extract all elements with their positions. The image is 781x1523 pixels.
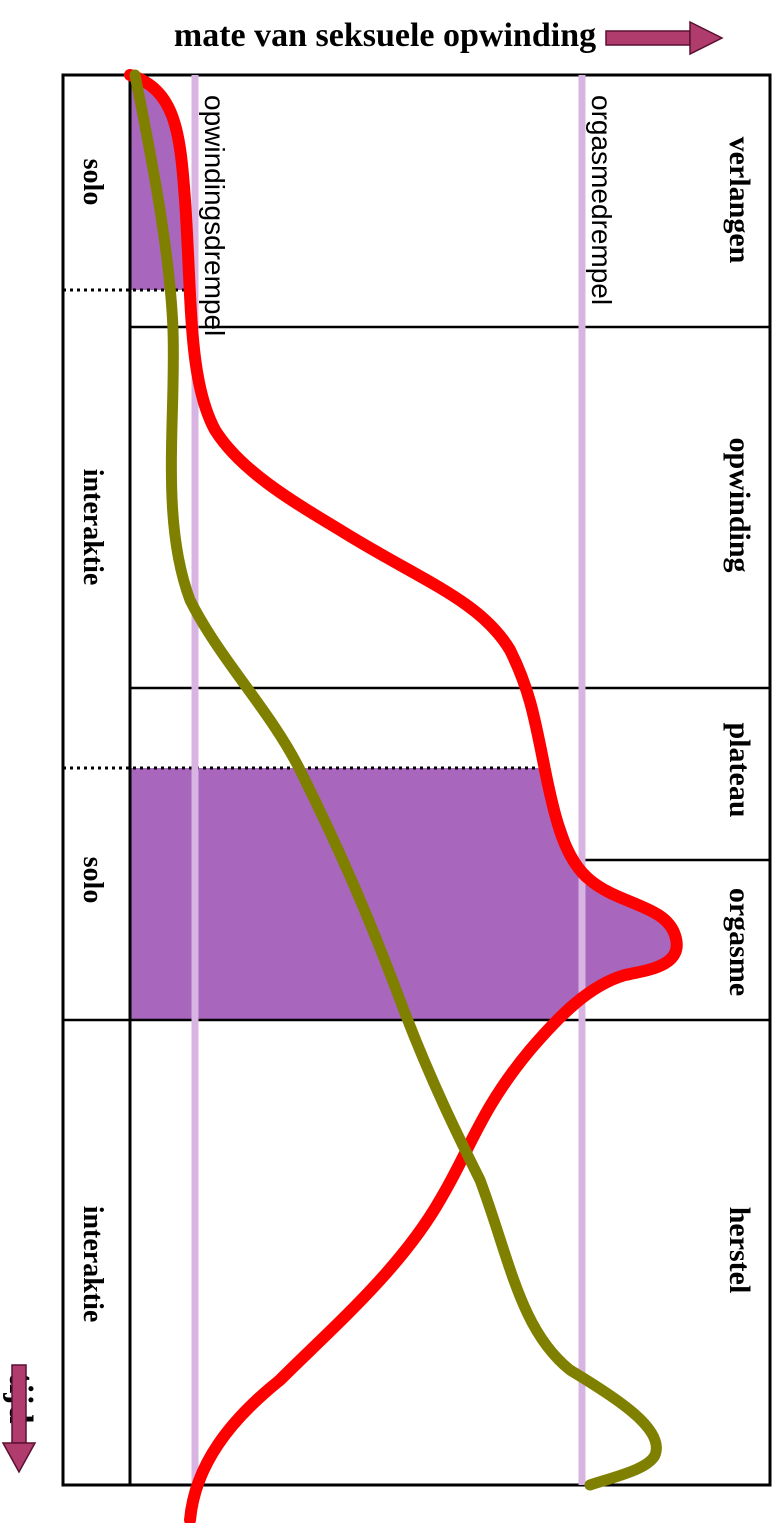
solo-region-2: [130, 768, 677, 1020]
phase-label-verlangen: verlangen: [723, 137, 756, 264]
down-arrow-icon: [1, 1364, 37, 1474]
phase-label-herstel: herstel: [723, 1207, 756, 1294]
arousal-curve: [124, 69, 683, 1523]
activity-label-solo-2: solo: [77, 857, 108, 904]
activity-label-interaktie-1: interaktie: [77, 469, 108, 586]
right-arrow-icon: [605, 20, 724, 56]
arousal-threshold-label: opwindingsdrempel: [199, 95, 230, 336]
orgasm-threshold-label: orgasmedrempel: [586, 95, 617, 305]
second-curve: [129, 69, 662, 1491]
phase-label-opwinding: opwinding: [723, 437, 756, 572]
phase-label-orgasme: orgasme: [723, 888, 756, 996]
phase-label-plateau: plateau: [723, 722, 756, 817]
x-axis-title: mate van seksuele opwinding: [174, 17, 596, 54]
activity-label-interaktie-2: interaktie: [77, 1206, 108, 1323]
diagram-frame: [61, 73, 772, 1487]
activity-label-solo-1: solo: [77, 159, 108, 206]
